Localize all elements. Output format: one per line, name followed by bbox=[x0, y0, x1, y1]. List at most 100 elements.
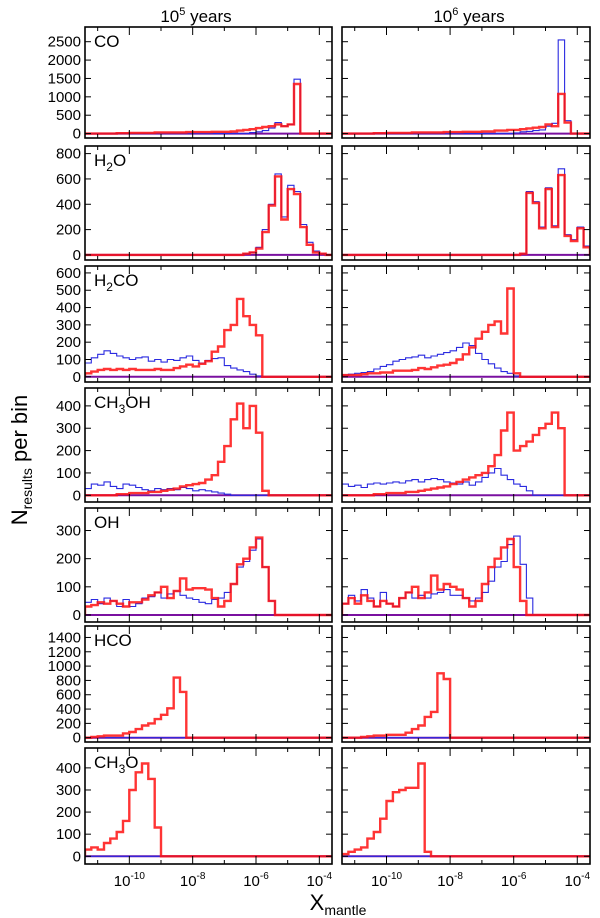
column-title-right: 106 years bbox=[433, 6, 504, 26]
series-group bbox=[85, 297, 332, 378]
series-red bbox=[342, 411, 590, 497]
y-tick-label: 0 bbox=[73, 487, 81, 504]
y-tick-label: 2500 bbox=[48, 34, 81, 51]
y-tick-label: 300 bbox=[56, 317, 81, 334]
panel-frame bbox=[84, 145, 333, 261]
species-label: HCO bbox=[94, 631, 132, 650]
series-red bbox=[85, 175, 332, 257]
species-label: CH3OH bbox=[94, 393, 151, 416]
panel-frame bbox=[84, 387, 333, 503]
series-red bbox=[85, 536, 332, 617]
series-group bbox=[85, 173, 332, 257]
x-tick-label: 10-10 bbox=[114, 871, 146, 890]
y-tick-label: 100 bbox=[56, 826, 81, 843]
y-tick-label: 0 bbox=[73, 247, 81, 264]
series-red bbox=[85, 82, 332, 135]
series-group bbox=[342, 39, 590, 135]
series-red bbox=[85, 297, 332, 378]
series-group bbox=[342, 535, 590, 617]
panel-frame bbox=[341, 747, 591, 865]
y-tick-label: 300 bbox=[56, 782, 81, 799]
y-tick-label: 1400 bbox=[48, 629, 81, 646]
panel-frame bbox=[84, 747, 333, 865]
y-tick-label: 0 bbox=[73, 730, 81, 747]
y-axis-label: Nresults per bin bbox=[7, 395, 35, 526]
series-red bbox=[342, 92, 590, 135]
y-tick-label: 1000 bbox=[48, 89, 81, 106]
y-tick-label: 300 bbox=[56, 420, 81, 437]
y-tick-label: 500 bbox=[56, 107, 81, 124]
y-tick-label: 400 bbox=[56, 196, 81, 213]
series-red bbox=[85, 676, 332, 739]
y-tick-label: 800 bbox=[56, 672, 81, 689]
y-tick-label: 200 bbox=[56, 222, 81, 239]
panel-6-1 bbox=[341, 747, 591, 865]
series-red bbox=[85, 402, 332, 497]
series-red bbox=[342, 762, 590, 858]
panel-frame bbox=[84, 507, 333, 623]
y-tick-label: 100 bbox=[56, 579, 81, 596]
y-tick-label: 400 bbox=[56, 300, 81, 317]
panel-frame bbox=[84, 625, 333, 743]
y-tick-label: 200 bbox=[56, 551, 81, 568]
series-group bbox=[342, 168, 590, 257]
y-tick-label: 800 bbox=[56, 146, 81, 163]
panel-6-0: 0 100 200 300 400 CH3O bbox=[56, 747, 333, 865]
series-group bbox=[342, 762, 590, 858]
series-group bbox=[342, 411, 590, 497]
y-tick-label: 1000 bbox=[48, 658, 81, 675]
x-tick-label: 10-4 bbox=[564, 871, 590, 890]
series-red bbox=[342, 672, 590, 739]
series-group bbox=[85, 536, 332, 617]
y-tick-label: 100 bbox=[56, 351, 81, 368]
x-tick-label: 10-6 bbox=[501, 871, 527, 890]
panel-2-1 bbox=[341, 265, 591, 383]
series-red bbox=[342, 537, 590, 617]
series-blue bbox=[85, 173, 332, 256]
series-blue bbox=[342, 39, 590, 135]
panel-1-0: 0 200 400 600 800 H2O bbox=[56, 145, 333, 264]
panel-frame bbox=[341, 625, 591, 743]
series-group bbox=[85, 676, 332, 739]
x-tick-label: 10-8 bbox=[437, 871, 463, 890]
y-tick-label: 100 bbox=[56, 465, 81, 482]
species-label: H2O bbox=[94, 151, 126, 174]
panel-frame bbox=[341, 26, 591, 139]
series-red bbox=[85, 762, 332, 858]
panel-3-0: 0 100 200 300 400 CH3OH bbox=[56, 387, 333, 504]
y-tick-label: 0 bbox=[73, 126, 81, 143]
species-label: CO bbox=[94, 32, 120, 51]
panel-frame bbox=[84, 265, 333, 383]
panel-4-1 bbox=[341, 507, 591, 623]
y-tick-label: 0 bbox=[73, 848, 81, 865]
panel-4-0: 0 100 200 300 OH bbox=[56, 507, 333, 624]
y-tick-label: 200 bbox=[56, 334, 81, 351]
y-tick-label: 0 bbox=[73, 369, 81, 386]
y-tick-label: 1500 bbox=[48, 70, 81, 87]
y-tick-label: 600 bbox=[56, 687, 81, 704]
species-label: CH3O bbox=[94, 753, 138, 776]
x-axis-label: Xmantle bbox=[310, 890, 367, 918]
x-tick-label: 10-6 bbox=[243, 871, 269, 890]
series-group bbox=[342, 287, 590, 378]
x-tick-label: 10-10 bbox=[371, 871, 403, 890]
panel-1-1 bbox=[341, 145, 591, 261]
y-tick-label: 600 bbox=[56, 265, 81, 282]
panel-3-1 bbox=[341, 387, 591, 503]
series-red bbox=[342, 173, 590, 257]
series-blue bbox=[85, 350, 332, 378]
panel-5-1 bbox=[341, 625, 591, 743]
panel-frame bbox=[341, 387, 591, 503]
y-tick-label: 200 bbox=[56, 443, 81, 460]
y-tick-label: 200 bbox=[56, 715, 81, 732]
y-tick-label: 1200 bbox=[48, 644, 81, 661]
y-tick-label: 500 bbox=[56, 282, 81, 299]
y-tick-label: 2000 bbox=[48, 52, 81, 69]
series-group bbox=[85, 78, 332, 135]
y-tick-label: 200 bbox=[56, 804, 81, 821]
panel-frame bbox=[84, 26, 333, 139]
panel-frame bbox=[341, 145, 591, 261]
